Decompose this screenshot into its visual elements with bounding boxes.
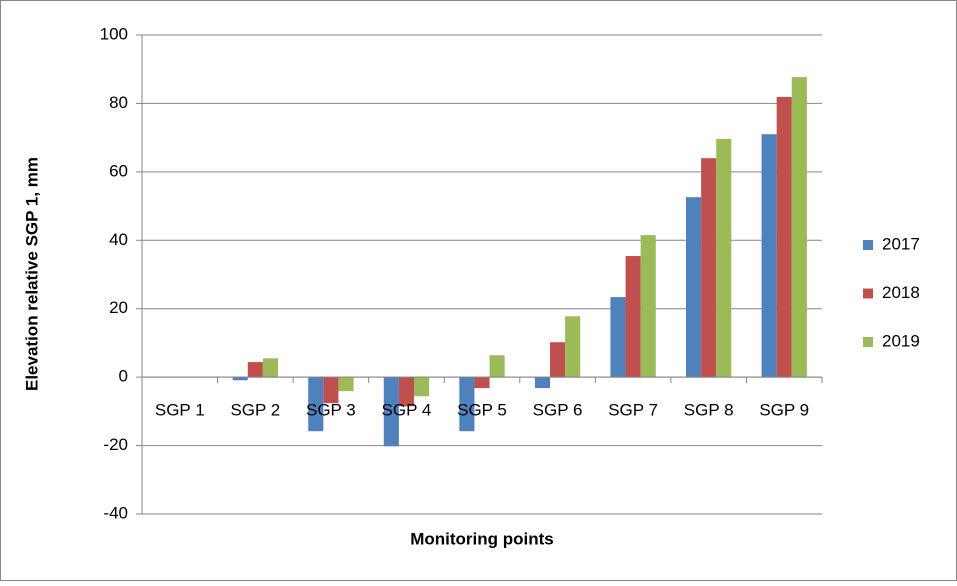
x-tick-label: SGP 9: [759, 401, 809, 420]
legend-label: 2017: [882, 234, 920, 253]
y-tick-label: -40: [103, 503, 128, 522]
bar: [534, 377, 550, 389]
bar: [776, 96, 792, 378]
bar: [686, 197, 702, 378]
bar: [610, 297, 626, 378]
bar: [640, 235, 656, 378]
bar: [247, 362, 263, 378]
x-axis-title: Monitoring points: [410, 529, 554, 548]
x-tick-label: SGP 4: [382, 401, 432, 420]
x-tick-label: SGP 5: [457, 401, 507, 420]
x-tick-label: SGP 1: [155, 401, 205, 420]
bar: [565, 316, 581, 378]
x-tick-label: SGP 2: [230, 401, 280, 420]
bar: [716, 139, 732, 378]
y-tick-label: -20: [103, 435, 128, 454]
bar: [701, 158, 717, 378]
bar: [550, 342, 566, 378]
bar: [791, 77, 807, 378]
bar: [232, 377, 248, 381]
legend-key: [863, 337, 873, 347]
y-tick-label: 40: [109, 230, 128, 249]
bar: [414, 377, 430, 397]
y-axis-title: Elevation relative SGP 1, mm: [22, 157, 41, 391]
bar: [262, 358, 278, 378]
bar: [625, 256, 641, 378]
bar: [474, 377, 490, 389]
bar: [383, 377, 399, 447]
y-tick-label: 80: [109, 93, 128, 112]
x-tick-label: SGP 3: [306, 401, 356, 420]
x-tick-label: SGP 8: [684, 401, 734, 420]
legend-key: [863, 240, 873, 250]
bar: [323, 377, 339, 404]
legend-label: 2019: [882, 331, 920, 350]
bar: [338, 377, 354, 392]
y-tick-label: 100: [100, 24, 128, 43]
legend-key: [863, 288, 873, 299]
bar: [489, 355, 505, 378]
bar: [459, 377, 475, 432]
y-tick-label: 60: [109, 161, 128, 180]
legend-label: 2018: [882, 283, 920, 302]
bar: [398, 377, 414, 407]
bar: [308, 377, 324, 432]
y-tick-label: 0: [119, 367, 128, 386]
bar: [761, 134, 777, 378]
x-tick-label: SGP 7: [608, 401, 658, 420]
x-tick-label: SGP 6: [533, 401, 583, 420]
y-tick-label: 20: [109, 298, 128, 317]
